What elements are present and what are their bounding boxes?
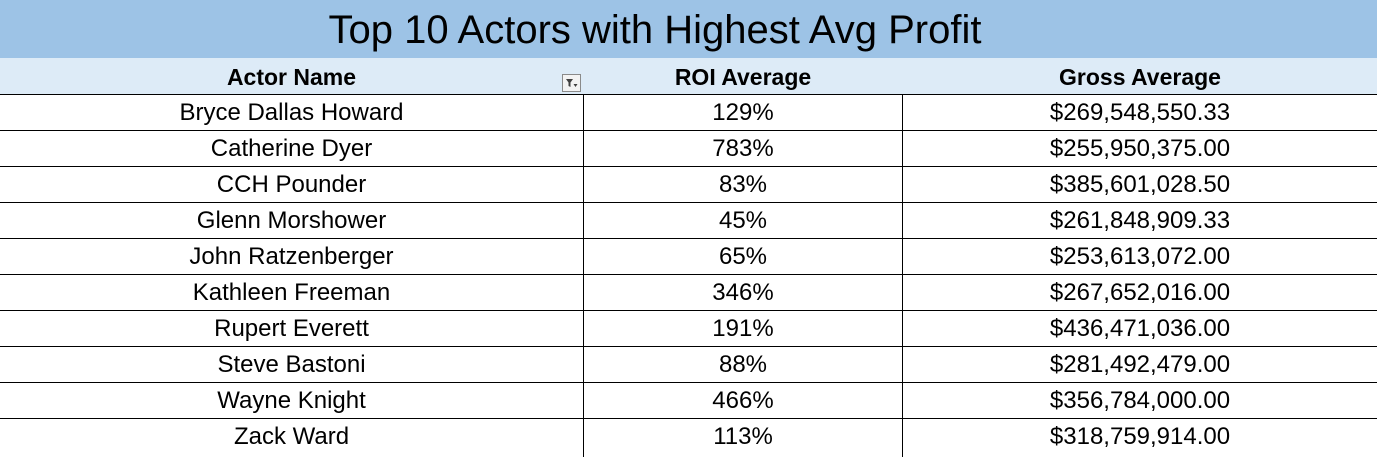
cell-roi-average[interactable]: 346% [712, 279, 774, 306]
cell-roi-average[interactable]: 113% [713, 423, 773, 450]
table-body: Bryce Dallas Howard 129% $269,548,550.33… [0, 95, 1377, 455]
table-row: Rupert Everett 191% $436,471,036.00 [0, 311, 1377, 347]
header-actor-name[interactable]: Actor Name [226, 64, 357, 90]
table-title[interactable]: Top 10 Actors with Highest Avg Profit [328, 8, 982, 52]
cell-gross-average[interactable]: $253,613,072.00 [1049, 243, 1231, 270]
cell-gross-average[interactable]: $281,492,479.00 [1049, 351, 1231, 378]
header-gross-average[interactable]: Gross Average [1059, 64, 1221, 90]
cell-gross-average[interactable]: $356,784,000.00 [1049, 387, 1231, 414]
column-divider [583, 95, 584, 457]
cell-actor-name[interactable]: Rupert Everett [214, 315, 369, 342]
cell-gross-average[interactable]: $269,548,550.33 [1049, 99, 1231, 126]
table-row: CCH Pounder 83% $385,601,028.50 [0, 167, 1377, 203]
cell-actor-name[interactable]: Catherine Dyer [210, 135, 373, 162]
table-row: John Ratzenberger 65% $253,613,072.00 [0, 239, 1377, 275]
cell-roi-average[interactable]: 783% [712, 135, 774, 162]
filter-dropdown-icon [566, 79, 578, 87]
cell-actor-name[interactable]: CCH Pounder [216, 171, 367, 198]
cell-roi-average[interactable]: 466% [712, 387, 774, 414]
cell-gross-average[interactable]: $267,652,016.00 [1049, 279, 1231, 306]
cell-gross-average[interactable]: $261,848,909.33 [1049, 207, 1231, 234]
cell-roi-average[interactable]: 45% [718, 207, 768, 234]
cell-roi-average[interactable]: 191% [712, 315, 774, 342]
cell-actor-name[interactable]: Zack Ward [233, 423, 350, 450]
header-roi-average[interactable]: ROI Average [674, 64, 812, 90]
table-row: Zack Ward 113% $318,759,914.00 [0, 419, 1377, 455]
cell-roi-average[interactable]: 65% [718, 243, 768, 270]
table-row: Glenn Morshower 45% $261,848,909.33 [0, 203, 1377, 239]
cell-roi-average[interactable]: 83% [718, 171, 768, 198]
cell-roi-average[interactable]: 88% [718, 351, 768, 378]
table-row: Wayne Knight 466% $356,784,000.00 [0, 383, 1377, 419]
cell-gross-average[interactable]: $318,759,914.00 [1049, 423, 1231, 450]
cell-gross-average[interactable]: $385,601,028.50 [1049, 171, 1231, 198]
cell-actor-name[interactable]: Bryce Dallas Howard [179, 99, 404, 126]
cell-actor-name[interactable]: Wayne Knight [217, 387, 366, 414]
table-row: Steve Bastoni 88% $281,492,479.00 [0, 347, 1377, 383]
table-row: Kathleen Freeman 346% $267,652,016.00 [0, 275, 1377, 311]
actor-filter-button[interactable] [562, 74, 581, 92]
cell-actor-name[interactable]: Steve Bastoni [217, 351, 366, 378]
table-row: Catherine Dyer 783% $255,950,375.00 [0, 131, 1377, 167]
cell-actor-name[interactable]: Kathleen Freeman [192, 279, 391, 306]
cell-actor-name[interactable]: John Ratzenberger [189, 243, 394, 270]
title-band: Top 10 Actors with Highest Avg Profit [0, 0, 1377, 58]
header-row: Actor Name ROI Average Gross Average [0, 58, 1377, 95]
cell-gross-average[interactable]: $436,471,036.00 [1049, 315, 1231, 342]
cell-roi-average[interactable]: 129% [712, 99, 774, 126]
column-divider [902, 95, 903, 457]
cell-actor-name[interactable]: Glenn Morshower [196, 207, 387, 234]
cell-gross-average[interactable]: $255,950,375.00 [1049, 135, 1231, 162]
table-row: Bryce Dallas Howard 129% $269,548,550.33 [0, 95, 1377, 131]
